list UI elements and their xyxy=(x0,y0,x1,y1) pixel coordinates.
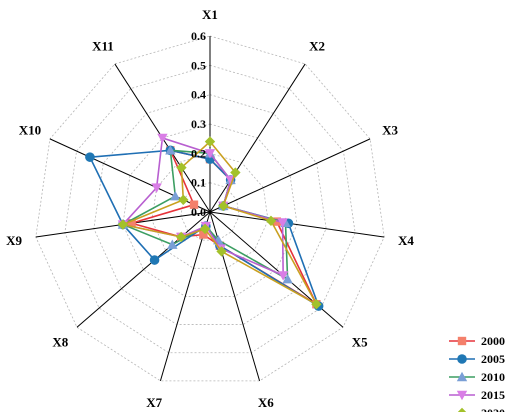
data-point xyxy=(117,219,129,230)
axis-spoke xyxy=(209,211,385,238)
legend-item-2010: 2010 xyxy=(449,370,505,384)
axis-labels: X1 X2 X3 X4 X5 X6 X7 X8 X9 X10 X11 xyxy=(6,7,414,410)
axis-label-X7: X7 xyxy=(146,395,162,410)
grid-ring xyxy=(64,64,356,354)
tick-label: 0.2 xyxy=(191,146,206,160)
data-point xyxy=(175,231,187,243)
series-2020 xyxy=(117,136,322,310)
axis-spoke xyxy=(159,211,211,382)
data-point xyxy=(457,407,467,412)
legend-label: 2020 xyxy=(481,406,505,412)
legend-label: 2005 xyxy=(481,352,505,366)
data-point xyxy=(149,255,160,265)
radar-series xyxy=(85,133,324,311)
data-point xyxy=(457,354,467,364)
tick-label: 0.4 xyxy=(191,88,206,102)
axis-label-X2: X2 xyxy=(309,38,325,53)
legend-label: 2015 xyxy=(481,388,505,402)
data-point xyxy=(167,239,178,249)
axis-spoke xyxy=(76,211,211,328)
legend-item-2020: 2020 xyxy=(457,406,505,412)
axis-label-X4: X4 xyxy=(398,233,414,248)
legend-item-2005: 2005 xyxy=(449,352,505,366)
radar-grid xyxy=(35,35,385,382)
series-line xyxy=(120,140,319,307)
data-point xyxy=(277,218,288,228)
data-point xyxy=(178,194,189,206)
data-point xyxy=(456,390,468,401)
tick-label: 0.3 xyxy=(191,117,206,131)
legend-label: 2010 xyxy=(481,370,505,384)
tick-label: 0.0 xyxy=(191,205,206,219)
radial-tick-labels: 0.0 0.1 0.2 0.3 0.4 0.5 0.6 xyxy=(191,29,206,219)
axis-label-X9: X9 xyxy=(6,233,22,248)
axis-label-X10: X10 xyxy=(19,123,41,138)
data-point xyxy=(282,274,293,284)
radar-spokes xyxy=(35,36,385,382)
data-point xyxy=(199,223,211,235)
axis-spoke xyxy=(209,63,306,213)
data-point xyxy=(204,149,216,159)
data-point xyxy=(165,145,176,155)
axis-spoke xyxy=(209,138,371,213)
grid-ring xyxy=(93,94,327,325)
axis-label-X6: X6 xyxy=(258,395,274,410)
data-point xyxy=(127,219,136,228)
data-point xyxy=(457,336,467,346)
legend-item-2000: 2000 xyxy=(449,334,505,348)
data-point xyxy=(230,167,241,178)
grid-ring xyxy=(151,152,269,269)
data-point xyxy=(456,371,468,382)
grid-ring xyxy=(35,35,385,382)
tick-label: 0.5 xyxy=(191,58,206,72)
tick-label: 0.6 xyxy=(191,29,206,43)
data-point xyxy=(151,183,162,193)
data-point xyxy=(199,230,208,239)
data-point xyxy=(265,215,277,226)
data-point xyxy=(216,246,227,257)
data-point xyxy=(311,299,322,310)
data-point xyxy=(170,190,181,201)
axis-label-X11: X11 xyxy=(92,38,114,53)
data-point xyxy=(85,152,95,162)
legend: 2000 2005 2010 2015 2020 xyxy=(449,334,505,412)
data-point xyxy=(277,271,289,281)
grid-ring xyxy=(122,123,298,297)
data-point xyxy=(204,136,216,147)
legend-item-2015: 2015 xyxy=(449,388,505,402)
axis-label-X5: X5 xyxy=(352,335,368,350)
data-point xyxy=(176,162,187,173)
axis-label-X1: X1 xyxy=(202,7,218,22)
axis-label-X8: X8 xyxy=(52,335,68,350)
tick-label: 0.1 xyxy=(191,176,206,190)
data-point xyxy=(189,200,199,209)
legend-label: 2000 xyxy=(481,334,505,348)
data-point xyxy=(157,133,168,144)
axis-label-X3: X3 xyxy=(382,123,398,138)
data-point xyxy=(218,200,229,212)
